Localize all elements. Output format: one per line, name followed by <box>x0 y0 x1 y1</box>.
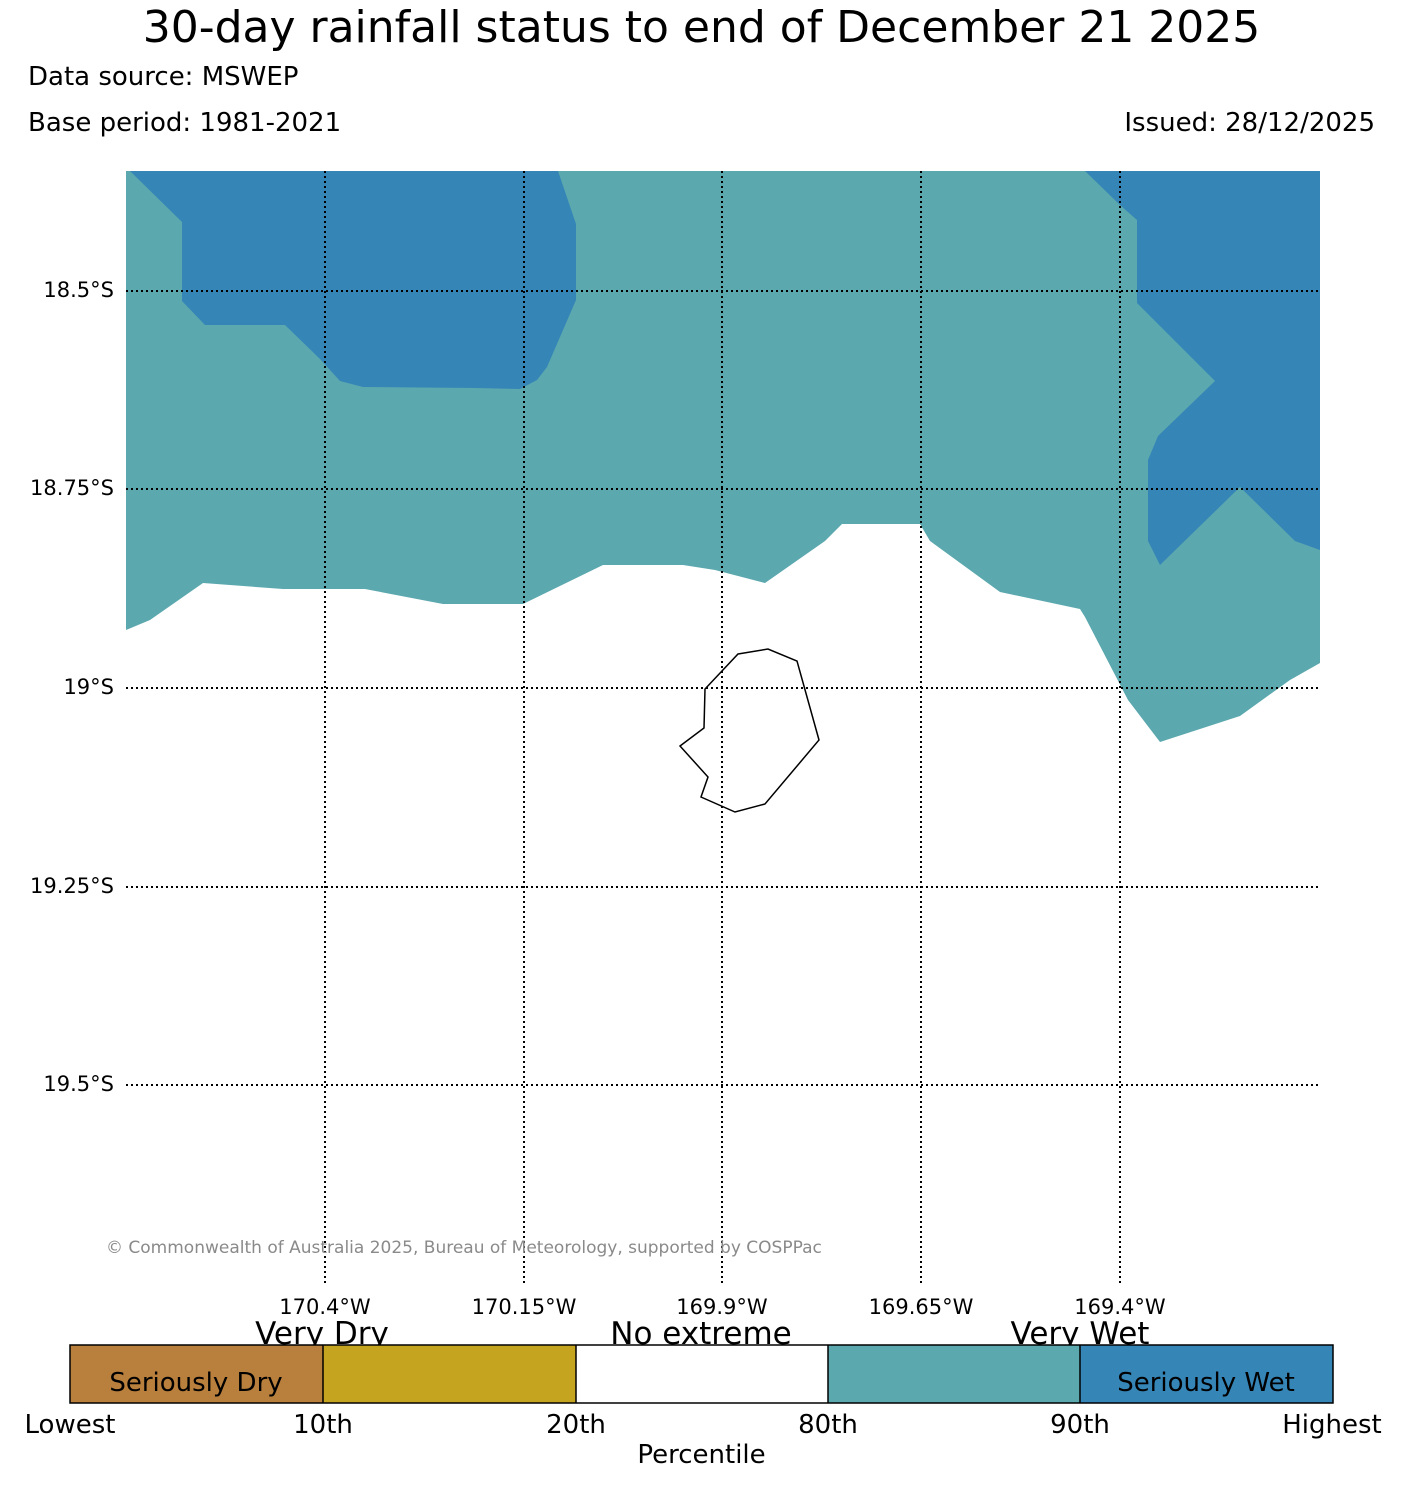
legend-seriously-wet-label: Seriously Wet <box>1117 1368 1295 1398</box>
legend-seriously-dry-label: Seriously Dry <box>109 1368 283 1398</box>
legend-axis-label: Percentile <box>637 1440 766 1470</box>
legend-tick-20th: 20th <box>546 1410 606 1440</box>
lat-label-18-75: 18.75°S <box>30 476 114 500</box>
graticule <box>126 171 1320 1285</box>
legend-tick-80th: 80th <box>798 1410 858 1440</box>
lon-label-169-4: 169.4°W <box>1074 1295 1166 1319</box>
legend-segment-seriously-dry <box>70 1345 323 1403</box>
seriously-wet-region-east <box>1085 171 1320 565</box>
base-period: Base period: 1981-2021 <box>28 108 342 138</box>
lat-label-18-5: 18.5°S <box>43 278 114 302</box>
legend-segment-very-dry <box>323 1345 576 1403</box>
lat-label-19-25: 19.25°S <box>30 874 114 898</box>
legend-tick-10th: 10th <box>293 1410 353 1440</box>
legend-segment-seriously-wet <box>1080 1345 1333 1403</box>
island-outline <box>678 648 820 813</box>
copyright-notice: © Commonwealth of Australia 2025, Bureau… <box>106 1238 822 1258</box>
data-source: Data source: MSWEP <box>28 62 299 92</box>
legend-segment-very-wet <box>828 1345 1080 1403</box>
lat-label-19: 19°S <box>63 675 114 699</box>
legend-segment-no-extreme <box>576 1345 828 1403</box>
seriously-wet-region-west <box>130 171 576 389</box>
lat-label-19-5: 19.5°S <box>43 1072 114 1096</box>
lon-label-169-65: 169.65°W <box>868 1295 974 1319</box>
map-title: 30-day rainfall status to end of Decembe… <box>142 2 1261 53</box>
lon-label-169-9: 169.9°W <box>676 1295 768 1319</box>
lon-label-170-4: 170.4°W <box>279 1295 371 1319</box>
rainfall-map <box>126 171 1320 1285</box>
legend-tick-90th: 90th <box>1050 1410 1110 1440</box>
legend-tick-highest: Highest <box>1282 1410 1382 1440</box>
legend-tick-lowest: Lowest <box>24 1410 116 1440</box>
lon-label-170-15: 170.15°W <box>471 1295 577 1319</box>
issued-date: Issued: 28/12/2025 <box>1124 108 1375 138</box>
